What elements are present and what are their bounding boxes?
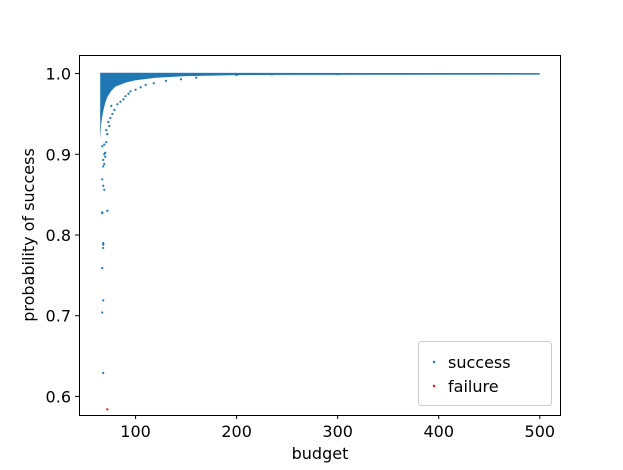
success-point	[101, 178, 104, 181]
success-point	[101, 311, 104, 314]
legend-label-failure: failure	[448, 377, 499, 396]
legend-box	[418, 341, 552, 406]
success-point	[103, 153, 106, 156]
success-point	[270, 73, 274, 76]
success-point	[106, 209, 109, 212]
legend-label-success: success	[448, 353, 511, 372]
success-point	[127, 92, 130, 95]
success-point	[122, 98, 125, 101]
success-point	[139, 86, 142, 89]
y-tick-label: 0.9	[46, 145, 71, 164]
legend-marker-failure	[432, 384, 436, 388]
success-point	[110, 104, 113, 107]
x-tick-label: 100	[120, 422, 151, 441]
success-point	[179, 78, 183, 81]
success-point	[102, 371, 105, 375]
success-point	[102, 243, 105, 246]
x-tick-label: 200	[221, 422, 252, 441]
success-point	[101, 145, 104, 148]
x-tick-label: 400	[423, 422, 454, 441]
success-point	[106, 133, 109, 136]
x-axis-label: budget	[292, 444, 349, 463]
success-point	[134, 88, 137, 91]
success-point	[336, 73, 339, 76]
success-point	[103, 188, 106, 191]
success-point	[102, 184, 105, 187]
y-tick-label: 1.0	[46, 65, 71, 84]
success-point	[104, 155, 107, 158]
success-point	[119, 100, 122, 103]
success-point	[108, 124, 111, 128]
success-point	[113, 108, 116, 111]
success-point	[102, 165, 105, 168]
success-point	[129, 90, 132, 93]
legend: success failure	[418, 341, 552, 406]
failure-point	[106, 408, 109, 411]
success-point	[144, 83, 147, 86]
success-point	[235, 74, 238, 77]
x-tick-label: 500	[525, 422, 556, 441]
success-point	[102, 246, 105, 250]
success-point	[109, 116, 112, 120]
success-point	[164, 79, 167, 82]
x-axis-ticks: 100 200 300 400 500	[120, 415, 555, 441]
success-point	[107, 120, 110, 124]
y-tick-label: 0.7	[46, 307, 71, 326]
success-point	[124, 95, 127, 98]
success-point	[102, 241, 105, 245]
x-tick-label: 300	[322, 422, 353, 441]
success-point	[103, 162, 106, 166]
success-point	[101, 266, 104, 270]
success-dense-cluster	[100, 72, 540, 140]
y-tick-label: 0.6	[46, 387, 71, 406]
y-axis-ticks: 0.6 0.7 0.8 0.9 1.0	[46, 65, 80, 406]
y-axis-label: probability of success	[19, 148, 38, 322]
y-tick-label: 0.8	[46, 226, 71, 245]
success-point	[103, 143, 106, 146]
success-point	[102, 158, 105, 162]
success-point	[102, 299, 105, 302]
success-point	[111, 112, 114, 116]
success-point	[105, 141, 108, 144]
success-point	[104, 151, 107, 154]
success-point	[105, 128, 108, 132]
success-point	[152, 82, 155, 85]
success-point	[195, 76, 198, 79]
success-point	[116, 103, 119, 106]
legend-marker-success	[432, 360, 436, 364]
success-point	[101, 211, 104, 214]
data-points	[100, 72, 540, 411]
